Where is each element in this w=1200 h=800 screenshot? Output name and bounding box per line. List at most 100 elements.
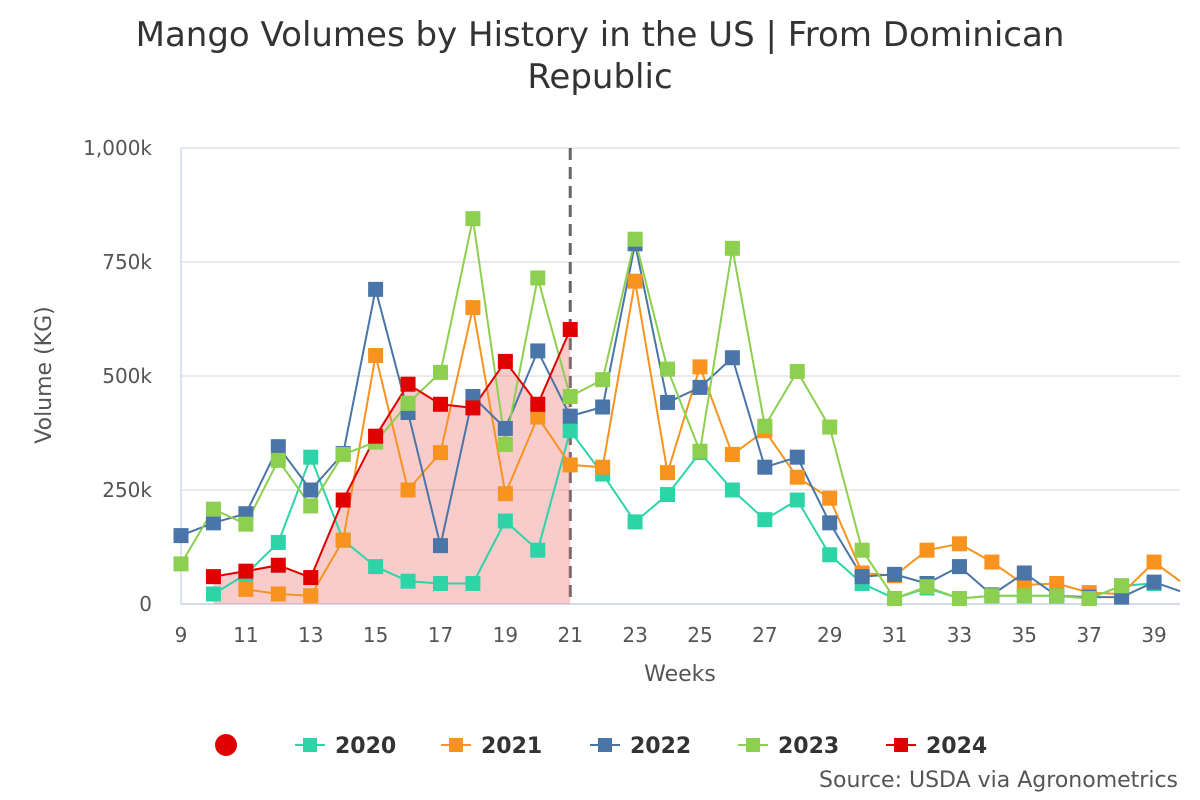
data-point-2022[interactable] [1114,589,1130,605]
data-point-2024[interactable] [400,376,416,392]
data-point-2021[interactable] [335,532,351,548]
data-point-2023[interactable] [595,372,611,388]
data-point-2023[interactable] [270,452,286,468]
data-point-2022[interactable] [757,459,773,475]
data-point-2021[interactable] [951,536,967,552]
data-point-2021[interactable] [303,588,319,604]
data-point-2023[interactable] [205,501,221,517]
data-point-2023[interactable] [1049,588,1065,604]
data-point-2023[interactable] [400,395,416,411]
data-point-2023[interactable] [1016,588,1032,604]
legend[interactable]: 2020 2021 2022 2023 2024 [215,734,987,759]
data-point-2023[interactable] [238,516,254,532]
data-point-2020[interactable] [757,512,773,528]
data-point-2022[interactable] [530,343,546,359]
data-point-2021[interactable] [692,359,708,375]
data-point-2023[interactable] [497,436,513,452]
data-point-2021[interactable] [400,482,416,498]
data-point-2023[interactable] [530,270,546,286]
data-point-2021[interactable] [919,542,935,558]
legend-reset-dot[interactable] [215,734,237,756]
data-point-2021[interactable] [627,273,643,289]
data-point-2020[interactable] [270,534,286,550]
data-point-2022[interactable] [724,350,740,366]
data-point-2023[interactable] [562,389,578,405]
data-point-2023[interactable] [984,588,1000,604]
data-point-2022[interactable] [789,449,805,465]
data-point-2020[interactable] [562,423,578,439]
data-point-2024[interactable] [368,428,384,444]
data-point-2023[interactable] [1081,591,1097,607]
data-point-2023[interactable] [1114,578,1130,594]
data-point-2024[interactable] [335,492,351,508]
data-point-2022[interactable] [173,528,189,544]
legend-item-2020[interactable]: 2020 [295,734,396,759]
data-point-2021[interactable] [368,347,384,363]
data-point-2020[interactable] [497,513,513,529]
data-point-2021[interactable] [1146,554,1162,570]
data-point-2024[interactable] [205,569,221,585]
data-point-2021[interactable] [238,581,254,597]
data-point-2024[interactable] [562,321,578,337]
data-point-2023[interactable] [789,363,805,379]
data-point-2023[interactable] [887,591,903,607]
data-point-2021[interactable] [432,445,448,461]
data-point-2022[interactable] [465,389,481,405]
data-point-2023[interactable] [854,542,870,558]
data-point-2020[interactable] [400,573,416,589]
data-point-2024[interactable] [270,557,286,573]
data-point-2023[interactable] [465,211,481,227]
data-point-2022[interactable] [303,482,319,498]
data-point-2021[interactable] [497,486,513,502]
data-point-2023[interactable] [432,364,448,380]
data-point-2022[interactable] [822,515,838,531]
data-point-2023[interactable] [919,579,935,595]
data-point-2023[interactable] [303,498,319,514]
data-point-2020[interactable] [465,575,481,591]
data-point-2021[interactable] [530,409,546,425]
data-point-2022[interactable] [562,408,578,424]
data-point-2022[interactable] [432,538,448,554]
data-point-2022[interactable] [1016,565,1032,581]
data-point-2021[interactable] [270,586,286,602]
data-point-2022[interactable] [951,559,967,575]
data-point-2021[interactable] [984,554,1000,570]
data-point-2024[interactable] [303,570,319,586]
data-point-2021[interactable] [465,300,481,316]
legend-item-2023[interactable]: 2023 [738,734,839,759]
data-point-2020[interactable] [368,559,384,575]
data-point-2023[interactable] [951,591,967,607]
data-point-2021[interactable] [789,469,805,485]
legend-item-2021[interactable]: 2021 [441,734,542,759]
data-point-2020[interactable] [660,487,676,503]
data-point-2022[interactable] [1146,574,1162,590]
data-point-2020[interactable] [205,586,221,602]
data-point-2021[interactable] [562,457,578,473]
data-point-2021[interactable] [1049,575,1065,591]
data-point-2023[interactable] [822,419,838,435]
data-point-2022[interactable] [660,394,676,410]
data-point-2024[interactable] [465,400,481,416]
data-point-2023[interactable] [757,418,773,434]
data-point-2022[interactable] [595,399,611,415]
data-point-2020[interactable] [789,492,805,508]
data-point-2024[interactable] [497,353,513,369]
data-point-2023[interactable] [724,240,740,256]
data-point-2020[interactable] [627,514,643,530]
data-point-2021[interactable] [822,490,838,506]
data-point-2020[interactable] [432,575,448,591]
data-point-2023[interactable] [692,443,708,459]
data-point-2021[interactable] [595,459,611,475]
legend-item-2022[interactable]: 2022 [590,734,691,759]
data-point-2020[interactable] [822,547,838,563]
data-point-2021[interactable] [724,446,740,462]
data-point-2023[interactable] [660,361,676,377]
data-point-2022[interactable] [497,420,513,436]
data-point-2020[interactable] [303,449,319,465]
data-point-2022[interactable] [854,569,870,585]
data-point-2022[interactable] [368,281,384,297]
data-point-2023[interactable] [173,556,189,572]
data-point-2024[interactable] [432,396,448,412]
data-point-2024[interactable] [238,563,254,579]
data-point-2022[interactable] [205,515,221,531]
